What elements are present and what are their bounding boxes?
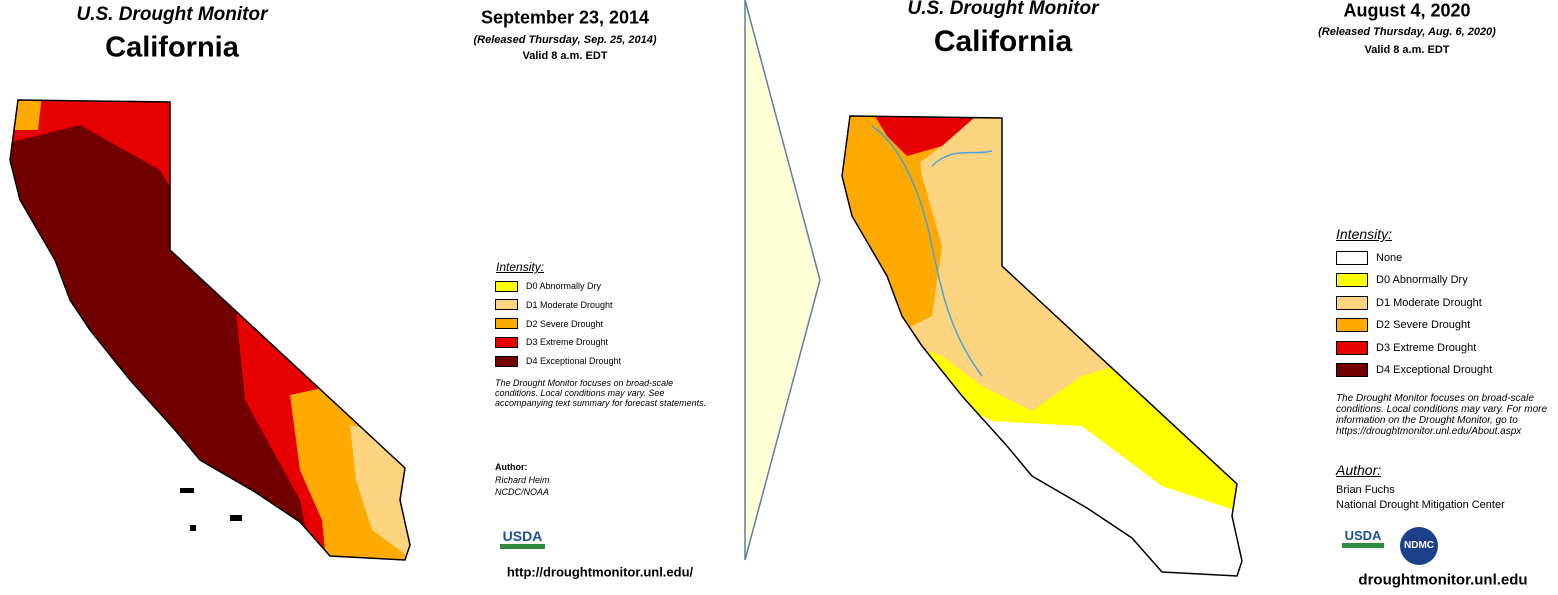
author-line: Brian Fuchs bbox=[1336, 484, 1395, 496]
legend-label: D4 Exceptional Drought bbox=[526, 356, 622, 367]
legend-swatch bbox=[1336, 340, 1368, 355]
date: September 23, 2014 bbox=[480, 7, 650, 28]
legend-label: D2 Severe Drought bbox=[526, 318, 604, 329]
legend-swatch bbox=[495, 336, 518, 348]
title: U.S. Drought Monitor bbox=[76, 4, 268, 25]
released: (Released Thursday, Aug. 6, 2020) bbox=[1318, 26, 1496, 38]
map-2020 bbox=[841, 115, 1243, 577]
legend-swatch bbox=[1336, 273, 1368, 288]
released: (Released Thursday, Sep. 25, 2014) bbox=[473, 34, 657, 46]
state: California bbox=[105, 31, 239, 64]
legend-swatch bbox=[495, 299, 518, 311]
logo: USDA bbox=[1342, 528, 1384, 548]
legend-swatch bbox=[1336, 363, 1368, 377]
legend-label: D3 Extreme Drought bbox=[1376, 341, 1477, 354]
legend-label: None bbox=[1376, 252, 1403, 264]
legend-swatch bbox=[495, 318, 518, 330]
url: droughtmonitor.unl.edu bbox=[1358, 571, 1528, 589]
author-label: Author: bbox=[1336, 462, 1382, 478]
logo: USDA bbox=[500, 528, 545, 549]
arrow bbox=[744, 0, 821, 561]
author-line: National Drought Mitigation Center bbox=[1336, 499, 1505, 511]
date: August 4, 2020 bbox=[1343, 0, 1471, 21]
valid: Valid 8 a.m. EDT bbox=[522, 50, 608, 62]
legend-swatch bbox=[1336, 251, 1368, 265]
url: http://droughtmonitor.unl.edu/ bbox=[506, 564, 694, 580]
note: The Drought Monitor focuses on broad-sca… bbox=[1336, 393, 1548, 437]
legend-label: D1 Moderate Drought bbox=[526, 299, 613, 310]
legend-swatch bbox=[1336, 318, 1368, 333]
note: The Drought Monitor focuses on broad-sca… bbox=[495, 378, 707, 408]
legend-title: Intensity: bbox=[496, 260, 545, 274]
author-line: NCDC/NOAA bbox=[495, 487, 550, 497]
legend-label: D2 Severe Drought bbox=[1376, 319, 1471, 332]
map-2014 bbox=[9, 99, 411, 561]
legend-label: D0 Abnormally Dry bbox=[526, 281, 602, 291]
state: California bbox=[933, 25, 1073, 58]
valid: Valid 8 a.m. EDT bbox=[1364, 44, 1450, 56]
legend-swatch bbox=[495, 280, 518, 292]
legend-label: D0 Abnormally Dry bbox=[1376, 274, 1468, 287]
author-label: Author: bbox=[495, 462, 528, 472]
legend-title: Intensity: bbox=[1336, 226, 1393, 242]
legend-swatch bbox=[495, 355, 518, 367]
legend-label: D3 Extreme Drought bbox=[526, 337, 609, 348]
author-line: Richard Heim bbox=[495, 475, 550, 485]
legend-label: D4 Exceptional Drought bbox=[1376, 364, 1493, 376]
legend-label: D1 Moderate Drought bbox=[1376, 296, 1482, 309]
logo: NDMC bbox=[1400, 527, 1438, 565]
legend-swatch bbox=[1336, 295, 1368, 310]
title: U.S. Drought Monitor bbox=[907, 0, 1099, 19]
